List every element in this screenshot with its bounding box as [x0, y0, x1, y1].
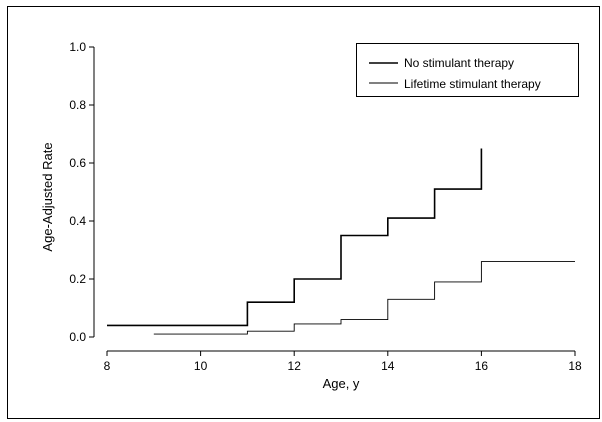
series-layer [107, 148, 575, 335]
x-tick-label: 12 [288, 359, 302, 373]
series-line-1 [153, 261, 575, 335]
y-tick-label: 1.0 [69, 40, 86, 54]
legend-label-lifetime-stimulant: Lifetime stimulant therapy [404, 77, 541, 91]
y-axis-label: Age-Adjusted Rate [40, 142, 55, 251]
legend-box [356, 43, 579, 97]
legend: No stimulant therapy Lifetime stimulant … [356, 43, 579, 97]
x-tick-label: 8 [104, 359, 111, 373]
legend-label-no-stimulant: No stimulant therapy [404, 56, 514, 70]
x-tick-label: 10 [194, 359, 208, 373]
y-tick-label: 0.6 [69, 156, 86, 170]
x-axis-label: Age, y [323, 376, 360, 391]
outer-frame [7, 6, 600, 419]
y-tick-label: 0.2 [69, 272, 86, 286]
x-tick-label: 18 [568, 359, 582, 373]
x-tick-label: 14 [381, 359, 395, 373]
y-tick-label: 0.0 [69, 330, 86, 344]
y-tick-label: 0.4 [69, 214, 86, 228]
series-line-0 [107, 148, 483, 327]
axes: 0.0 0.2 0.4 0.6 0.8 1.0 8 10 12 14 16 18 [69, 40, 582, 373]
y-tick-label: 0.8 [69, 98, 86, 112]
x-tick-label: 16 [475, 359, 489, 373]
